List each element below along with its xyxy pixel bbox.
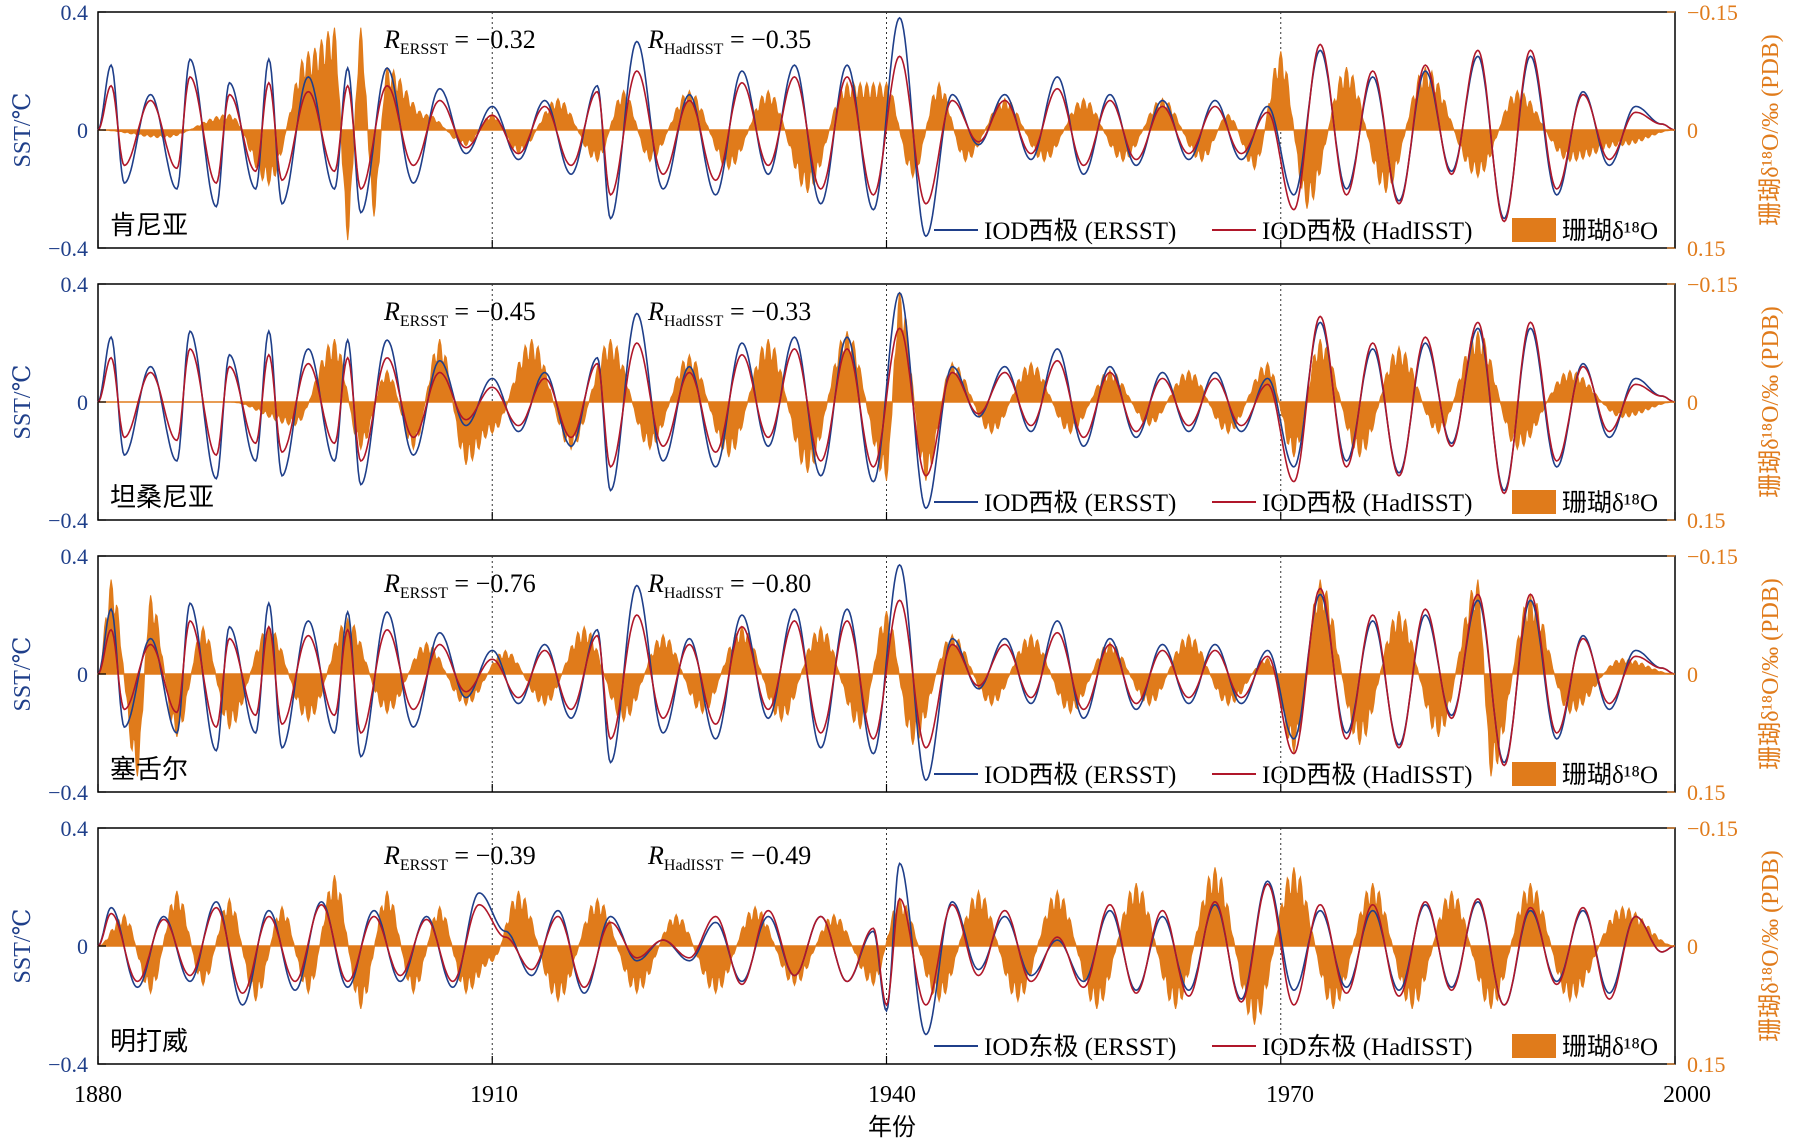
left-tick-label: −0.4 <box>48 1052 88 1077</box>
legend-hadisst-label: IOD东极 (HadISST) <box>1262 1033 1472 1061</box>
legend: IOD东极 (ERSST) IOD东极 (HadISST) 珊瑚δ¹⁸O <box>934 1033 1658 1061</box>
x-tick-2000: 2000 <box>1663 1082 1711 1108</box>
left-tick-label: 0.4 <box>61 0 89 25</box>
x-tick-1970: 1970 <box>1266 1082 1314 1108</box>
right-tick-label: 0.15 <box>1687 1052 1726 1077</box>
panel-4: 0.4 0 −0.4 −0.15 0 0.15 SST/℃ 珊瑚δ¹⁸O/‰ (PDB) 明打威… <box>10 816 1784 1077</box>
right-tick-label: −0.15 <box>1687 816 1738 841</box>
r-ersst-annotation: RERSST = −0.32 <box>383 25 536 58</box>
x-tick-1910: 1910 <box>470 1082 518 1108</box>
legend: IOD西极 (ERSST) IOD西极 (HadISST) 珊瑚δ¹⁸O <box>934 489 1658 517</box>
left-tick-label: 0.4 <box>61 816 89 841</box>
panels-group: 0.4 0 −0.4 −0.15 0 0.15 SST/℃ 珊瑚δ¹⁸O/‰ (PDB) 肯尼亚… <box>10 0 1784 1077</box>
x-tick-1940: 1940 <box>868 1082 916 1108</box>
legend-ersst-label: IOD西极 (ERSST) <box>984 217 1176 245</box>
legend-ersst-label: IOD西极 (ERSST) <box>984 761 1176 789</box>
left-axis-label: SST/℃ <box>10 909 36 984</box>
x-axis-label: 年份 <box>868 1114 916 1141</box>
legend-coral-label: 珊瑚δ¹⁸O <box>1562 489 1658 517</box>
r-ersst-annotation: RERSST = −0.39 <box>383 841 536 874</box>
r-ersst-annotation: RERSST = −0.45 <box>383 297 536 330</box>
left-axis-label: SST/℃ <box>10 637 36 712</box>
right-tick-label: 0 <box>1687 390 1698 415</box>
right-axis-label: 珊瑚δ¹⁸O/‰ (PDB) <box>1757 306 1784 498</box>
left-tick-label: 0 <box>77 390 88 415</box>
coral-area <box>98 27 1675 241</box>
legend-coral-swatch <box>1512 1034 1556 1058</box>
site-label: 坦桑尼亚 <box>110 483 214 512</box>
right-tick-label: 0.15 <box>1687 780 1726 805</box>
legend-coral-swatch <box>1512 762 1556 786</box>
hadisst-line <box>97 587 1676 767</box>
site-label: 明打威 <box>110 1027 188 1056</box>
right-axis-label: 珊瑚δ¹⁸O/‰ (PDB) <box>1757 850 1784 1042</box>
r-hadisst-annotation: RHadISST = −0.35 <box>647 25 811 58</box>
legend-ersst-label: IOD西极 (ERSST) <box>984 489 1176 517</box>
coral-area <box>98 291 1675 481</box>
left-tick-label: −0.4 <box>48 508 88 533</box>
legend-coral-label: 珊瑚δ¹⁸O <box>1562 217 1658 245</box>
right-tick-label: 0 <box>1687 118 1698 143</box>
left-axis-label: SST/℃ <box>10 365 36 440</box>
right-tick-label: −0.15 <box>1687 544 1738 569</box>
x-tick-1880: 1880 <box>74 1082 122 1108</box>
left-tick-label: 0.4 <box>61 272 89 297</box>
r-hadisst-annotation: RHadISST = −0.49 <box>647 841 811 874</box>
right-tick-label: 0.15 <box>1687 508 1726 533</box>
right-tick-label: 0.15 <box>1687 236 1726 261</box>
left-tick-label: −0.4 <box>48 236 88 261</box>
legend-hadisst-label: IOD西极 (HadISST) <box>1262 217 1472 245</box>
legend: IOD西极 (ERSST) IOD西极 (HadISST) 珊瑚δ¹⁸O <box>934 761 1658 789</box>
legend-ersst-label: IOD东极 (ERSST) <box>984 1033 1176 1061</box>
legend-coral-label: 珊瑚δ¹⁸O <box>1562 761 1658 789</box>
left-tick-label: −0.4 <box>48 780 88 805</box>
right-axis-label: 珊瑚δ¹⁸O/‰ (PDB) <box>1757 34 1784 226</box>
panel-1: 0.4 0 −0.4 −0.15 0 0.15 SST/℃ 珊瑚δ¹⁸O/‰ (PDB) 肯尼亚… <box>10 0 1784 261</box>
hadisst-line <box>97 883 1676 1007</box>
right-axis-label: 珊瑚δ¹⁸O/‰ (PDB) <box>1757 578 1784 770</box>
hadisst-line <box>97 315 1676 495</box>
r-ersst-annotation: RERSST = −0.76 <box>383 569 536 602</box>
site-label: 塞舌尔 <box>110 755 188 784</box>
legend-coral-swatch <box>1512 490 1556 514</box>
panel-3: 0.4 0 −0.4 −0.15 0 0.15 SST/℃ 珊瑚δ¹⁸O/‰ (PDB) 塞舌尔… <box>10 544 1784 805</box>
panel-2: 0.4 0 −0.4 −0.15 0 0.15 SST/℃ 珊瑚δ¹⁸O/‰ (PDB) 坦桑尼… <box>10 272 1784 533</box>
legend-coral-label: 珊瑚δ¹⁸O <box>1562 1033 1658 1061</box>
right-tick-label: −0.15 <box>1687 272 1738 297</box>
legend-coral-swatch <box>1512 218 1556 242</box>
right-tick-label: 0 <box>1687 934 1698 959</box>
r-hadisst-annotation: RHadISST = −0.33 <box>647 297 811 330</box>
left-tick-label: 0 <box>77 934 88 959</box>
legend-hadisst-label: IOD西极 (HadISST) <box>1262 489 1472 517</box>
left-tick-label: 0 <box>77 662 88 687</box>
hadisst-line <box>97 43 1676 223</box>
site-label: 肯尼亚 <box>110 211 188 240</box>
legend-hadisst-label: IOD西极 (HadISST) <box>1262 761 1472 789</box>
left-tick-label: 0.4 <box>61 544 89 569</box>
left-tick-label: 0 <box>77 118 88 143</box>
right-tick-label: −0.15 <box>1687 0 1738 25</box>
r-hadisst-annotation: RHadISST = −0.80 <box>647 569 811 602</box>
legend: IOD西极 (ERSST) IOD西极 (HadISST) 珊瑚δ¹⁸O <box>934 217 1658 245</box>
left-axis-label: SST/℃ <box>10 93 36 168</box>
right-tick-label: 0 <box>1687 662 1698 687</box>
